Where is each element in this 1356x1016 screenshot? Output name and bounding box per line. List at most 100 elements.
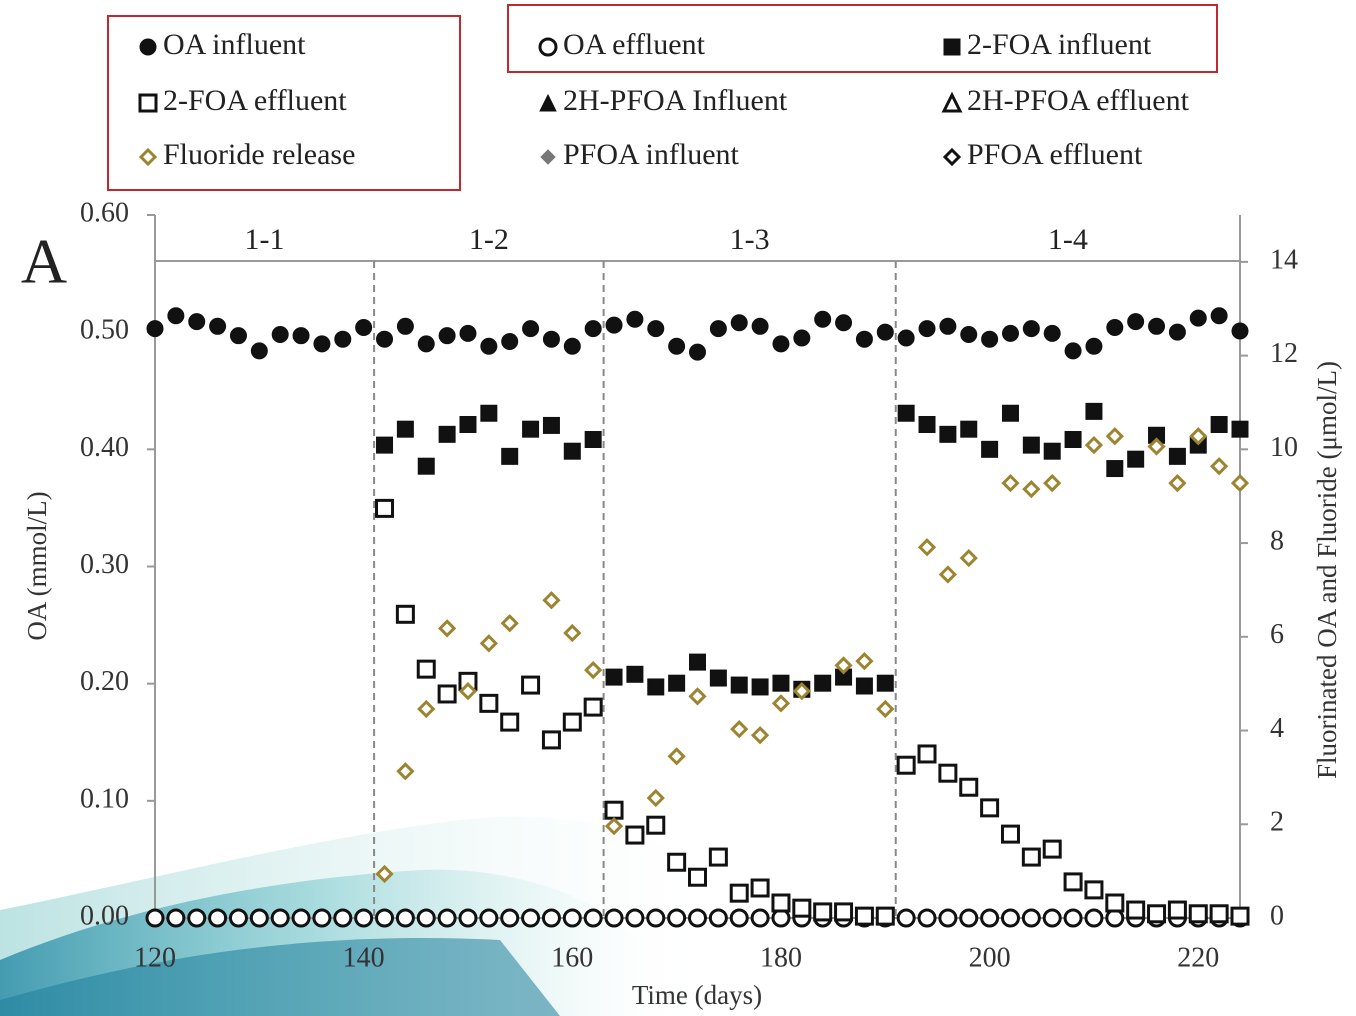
data-point: [689, 653, 706, 671]
legend-marker: [942, 147, 962, 167]
data-point: [501, 447, 519, 465]
y-tick-label: 0.10: [80, 783, 129, 814]
data-point: [605, 316, 623, 334]
data-point: [1043, 473, 1062, 493]
data-point: [668, 674, 686, 692]
data-point: [1230, 906, 1250, 926]
data-point: [313, 335, 331, 353]
data-point: [647, 678, 665, 696]
data-point: [626, 310, 644, 328]
y-tick-label: 0.50: [80, 315, 129, 346]
data-point: [1043, 324, 1061, 342]
legend-marker: [139, 38, 157, 56]
data-point: [751, 678, 769, 696]
data-point: [1210, 307, 1228, 325]
data-point: [730, 314, 748, 332]
data-point: [875, 906, 895, 926]
x-tick-label: 120: [134, 942, 176, 973]
data-point: [1085, 402, 1103, 420]
data-point: [667, 747, 686, 766]
data-point: [1167, 900, 1187, 920]
data-point: [730, 720, 749, 739]
data-point: [647, 320, 665, 338]
data-point: [1000, 908, 1020, 928]
data-point: [792, 682, 811, 701]
data-point: [396, 317, 414, 335]
data-point: [396, 762, 415, 781]
y2-tick-label: 4: [1270, 713, 1284, 744]
data-point: [1209, 904, 1229, 924]
data-point: [1147, 437, 1166, 456]
legend-label: 2H-PFOA effluent: [967, 84, 1190, 117]
data-point: [688, 687, 707, 706]
data-point: [1022, 480, 1041, 499]
data-point: [542, 330, 560, 348]
data-point: [729, 883, 749, 903]
data-point: [521, 675, 541, 695]
legend-label: 2-FOA effluent: [163, 84, 347, 117]
data-point: [438, 327, 456, 345]
data-point: [939, 425, 957, 443]
data-point: [583, 908, 603, 928]
data-point: [771, 893, 791, 913]
data-point: [730, 676, 748, 694]
data-point: [959, 548, 978, 568]
data-point: [271, 326, 289, 344]
data-point: [959, 777, 979, 797]
data-point: [813, 902, 833, 922]
data-point: [1168, 447, 1186, 465]
data-point: [897, 404, 915, 422]
data-point: [375, 908, 395, 928]
data-point: [166, 908, 186, 928]
data-point: [792, 898, 812, 918]
y-tick-label: 0.30: [80, 549, 129, 580]
data-point: [501, 333, 519, 351]
data-point: [981, 330, 999, 348]
y-tick-label: 0.20: [80, 666, 129, 697]
data-point: [459, 324, 477, 342]
phase-label: 1-2: [469, 223, 509, 256]
data-point: [375, 498, 395, 518]
data-point: [249, 908, 269, 928]
data-point: [709, 669, 727, 687]
data-point: [500, 908, 520, 928]
legend-marker: [539, 93, 557, 112]
data-point: [750, 878, 770, 898]
y2-tick-label: 0: [1270, 900, 1284, 931]
data-point: [1084, 435, 1104, 455]
data-point: [480, 404, 498, 422]
data-point: [584, 660, 603, 680]
data-point: [1231, 322, 1249, 340]
data-point: [333, 908, 353, 928]
data-point: [1043, 442, 1061, 460]
data-point: [187, 908, 207, 928]
data-point: [417, 457, 435, 475]
data-point: [583, 697, 603, 717]
data-point: [1210, 457, 1229, 476]
panel-label: A: [21, 226, 67, 297]
y2-tick-label: 8: [1270, 525, 1284, 556]
data-point: [1147, 904, 1167, 924]
data-point: [458, 908, 478, 928]
data-point: [1021, 908, 1041, 928]
data-point: [395, 908, 415, 928]
data-point: [835, 314, 853, 332]
data-point: [291, 908, 311, 928]
data-point: [625, 908, 645, 928]
data-point: [417, 699, 436, 719]
data-point: [1022, 320, 1040, 338]
data-point: [1148, 317, 1166, 335]
data-point: [437, 619, 457, 638]
data-point: [541, 730, 561, 750]
data-point: [876, 674, 894, 692]
data-point: [896, 755, 916, 775]
data-point: [1042, 908, 1062, 928]
data-point: [1000, 824, 1020, 844]
data-point: [459, 415, 477, 433]
data-point: [689, 343, 706, 361]
data-point: [438, 425, 456, 443]
phase-label: 1-1: [245, 223, 285, 256]
data-point: [437, 908, 457, 928]
data-point: [1126, 900, 1146, 920]
legend-label: Fluoride release: [163, 138, 355, 171]
